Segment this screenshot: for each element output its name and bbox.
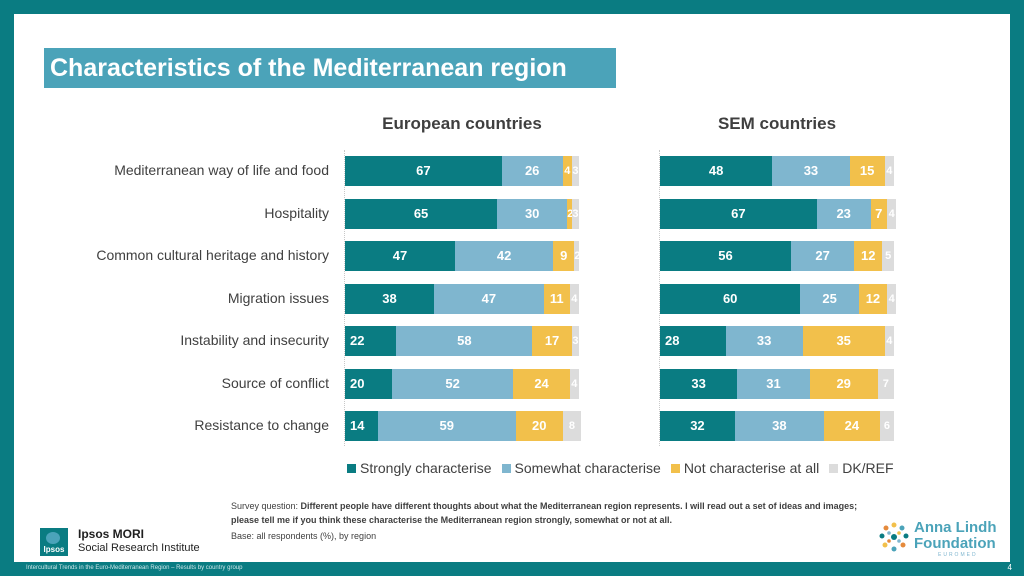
bar-segment-strongly: 32 — [660, 411, 735, 441]
bar-segment-not-at-all: 20 — [515, 411, 563, 441]
bar-segment-somewhat: 58 — [396, 326, 533, 356]
bar-segment-strongly: 33 — [660, 368, 738, 399]
bar-segment-strongly: 38 — [345, 283, 434, 314]
bar-segment-dk-ref: 8 — [562, 411, 582, 441]
bar-segment-dk-ref: 4 — [884, 156, 894, 186]
page-title: Characteristics of the Mediterranean reg… — [44, 48, 616, 88]
legend-label: Somewhat characterise — [514, 460, 661, 476]
legend-item: DK/REF — [829, 460, 894, 476]
ipsos-logo-text: Ipsos — [43, 545, 65, 554]
row-label: Hospitality — [264, 204, 329, 221]
bar-segment-strongly: 48 — [660, 156, 773, 186]
bar-segment-strongly: 67 — [660, 198, 817, 229]
row-label: Instability and insecurity — [180, 332, 329, 348]
slide: Characteristics of the Mediterranean reg… — [14, 14, 1010, 562]
bar-segment-not-at-all: 2 — [567, 198, 573, 229]
ipsos-logo-mark — [46, 532, 60, 544]
legend-item: Not characterise at all — [670, 460, 820, 476]
legend-swatch — [501, 463, 511, 473]
anna-lindh-name-line2: Foundation — [914, 535, 996, 552]
panel-title-sem: SEM countries — [717, 114, 837, 133]
bar-segment-somewhat: 47 — [433, 283, 544, 314]
legend-label: DK/REF — [842, 460, 894, 476]
ipsos-subtitle: Social Research Institute — [78, 542, 200, 554]
bar-segment-strongly: 47 — [345, 241, 455, 271]
bar-segment-somewhat: 26 — [501, 156, 563, 186]
ipsos-name: Ipsos MORI — [78, 527, 145, 541]
legend-label: Not characterise at all — [683, 460, 820, 476]
bar-segment-not-at-all: 9 — [553, 241, 575, 271]
bar-segment-somewhat: 33 — [725, 326, 803, 356]
legend: Strongly characterise Somewhat characteri… — [347, 460, 894, 476]
bar-segment-not-at-all: 17 — [532, 326, 572, 356]
row-label: Resistance to change — [194, 417, 329, 433]
row-label: Migration issues — [227, 289, 329, 306]
bar-segment-not-at-all: 29 — [809, 368, 878, 399]
bar-segment-dk-ref: 6 — [879, 411, 894, 441]
bar-segment-somewhat: 23 — [816, 198, 871, 229]
bar-segment-somewhat: 33 — [772, 156, 850, 186]
bar-segment-somewhat: 42 — [454, 241, 554, 271]
bar-segment-not-at-all: 11 — [543, 283, 570, 314]
bar-segment-not-at-all: 35 — [802, 326, 885, 356]
bar-segment-dk-ref: 4 — [886, 198, 897, 229]
bar-segment-strongly: 56 — [660, 241, 792, 271]
legend-swatch — [347, 463, 356, 473]
bar-segment-not-at-all: 12 — [858, 283, 887, 314]
bar-segment-dk-ref: 4 — [886, 283, 897, 314]
bar-segment-somewhat: 30 — [497, 198, 568, 229]
bar-segment-dk-ref: 7 — [877, 368, 894, 399]
survey-prefix: Survey question: — [231, 501, 301, 511]
bar-segment-dk-ref: 3 — [571, 156, 579, 186]
bar-segment-strongly: 60 — [660, 283, 801, 314]
row-label: Mediterranean way of life and food — [114, 162, 329, 178]
row-label: Source of conflict — [221, 374, 329, 391]
page-number: 4 — [1007, 563, 1012, 572]
legend-swatch — [829, 463, 839, 473]
bar-segment-dk-ref: 5 — [882, 241, 894, 271]
bar-segment-strongly: 14 — [345, 411, 378, 441]
bar-segment-somewhat: 25 — [800, 283, 859, 314]
bar-segment-not-at-all: 12 — [854, 241, 883, 271]
legend-item: Somewhat characterise — [501, 460, 661, 476]
survey-question: Survey question: Different people have d… — [231, 499, 871, 527]
legend-swatch — [670, 463, 680, 473]
legend-label: Strongly characterise — [360, 460, 492, 476]
bar-segment-somewhat: 59 — [377, 411, 516, 441]
axis-line — [344, 150, 345, 446]
bar-segment-not-at-all: 24 — [513, 368, 570, 399]
bar-segment-dk-ref: 2 — [574, 241, 580, 271]
bar-segment-strongly: 28 — [660, 326, 726, 356]
bar-segment-somewhat: 38 — [734, 411, 824, 441]
panel-title-european: European countries — [382, 114, 542, 133]
axis-line — [659, 150, 660, 446]
bar-segment-dk-ref: 3 — [571, 326, 579, 356]
bar-segment-dk-ref: 4 — [569, 368, 579, 399]
row-label: Common cultural heritage and history — [96, 247, 329, 263]
anna-lindh-subtitle: EUROMED — [938, 552, 978, 558]
bar-segment-not-at-all: 24 — [823, 411, 880, 441]
anna-lindh-logo-icon — [879, 522, 909, 552]
bar-segment-not-at-all: 4 — [562, 156, 572, 186]
bar-segment-strongly: 22 — [345, 326, 397, 356]
bar-segment-dk-ref: 4 — [884, 326, 894, 356]
bar-segment-somewhat: 31 — [737, 368, 810, 399]
ipsos-logo: Ipsos — [40, 528, 68, 556]
base-note: Base: all respondents (%), by region — [231, 531, 377, 541]
bar-segment-not-at-all: 15 — [849, 156, 885, 186]
anna-lindh-name-line1: Anna Lindh — [914, 519, 997, 536]
legend-item: Strongly characterise — [347, 460, 492, 476]
anna-lindh-name: Anna Lindh Foundation — [914, 520, 997, 552]
bar-segment-somewhat: 52 — [391, 368, 514, 399]
bar-segment-strongly: 65 — [345, 198, 498, 229]
bar-segment-dk-ref: 3 — [571, 198, 579, 229]
bar-segment-not-at-all: 7 — [870, 198, 887, 229]
bar-segment-dk-ref: 4 — [569, 283, 579, 314]
survey-question-text: Different people have different thoughts… — [231, 501, 858, 525]
footer-text: Intercultural Trends in the Euro-Mediter… — [26, 565, 243, 571]
bar-segment-strongly: 20 — [345, 368, 392, 399]
bar-segment-strongly: 67 — [345, 156, 502, 186]
bar-segment-somewhat: 27 — [791, 241, 855, 271]
